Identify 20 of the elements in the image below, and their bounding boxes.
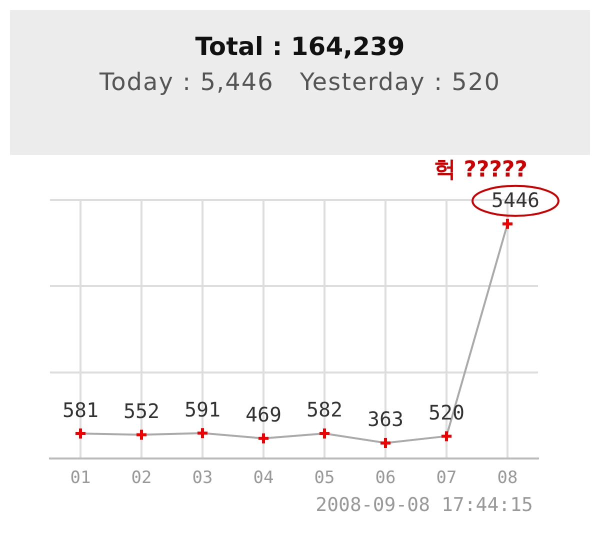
data-label: 552 — [123, 399, 160, 424]
data-label: 591 — [184, 397, 221, 422]
data-label: 582 — [306, 398, 343, 422]
x-tick-label: 08 — [497, 468, 518, 488]
data-label: 581 — [62, 398, 99, 422]
x-tick-label: 05 — [314, 468, 335, 488]
annotation: 헉 ????? — [434, 158, 528, 183]
x-tick-label: 07 — [436, 468, 457, 488]
x-tick-label: 02 — [131, 468, 152, 488]
x-tick-label: 04 — [253, 468, 274, 488]
data-label: 5446 — [491, 188, 540, 212]
x-tick-label: 03 — [192, 468, 213, 488]
data-label: 363 — [367, 407, 404, 432]
x-tick-label: 01 — [70, 468, 91, 488]
data-label: 520 — [428, 400, 465, 424]
data-label: 469 — [245, 402, 282, 427]
chart-subtitle: Today : 5,446 Yesterday : 520 — [98, 67, 502, 98]
chart-title: Total : 164,239 — [194, 32, 406, 61]
text: 2008-09-08 17:44:15 — [316, 494, 533, 516]
x-tick-label: 06 — [375, 468, 396, 488]
